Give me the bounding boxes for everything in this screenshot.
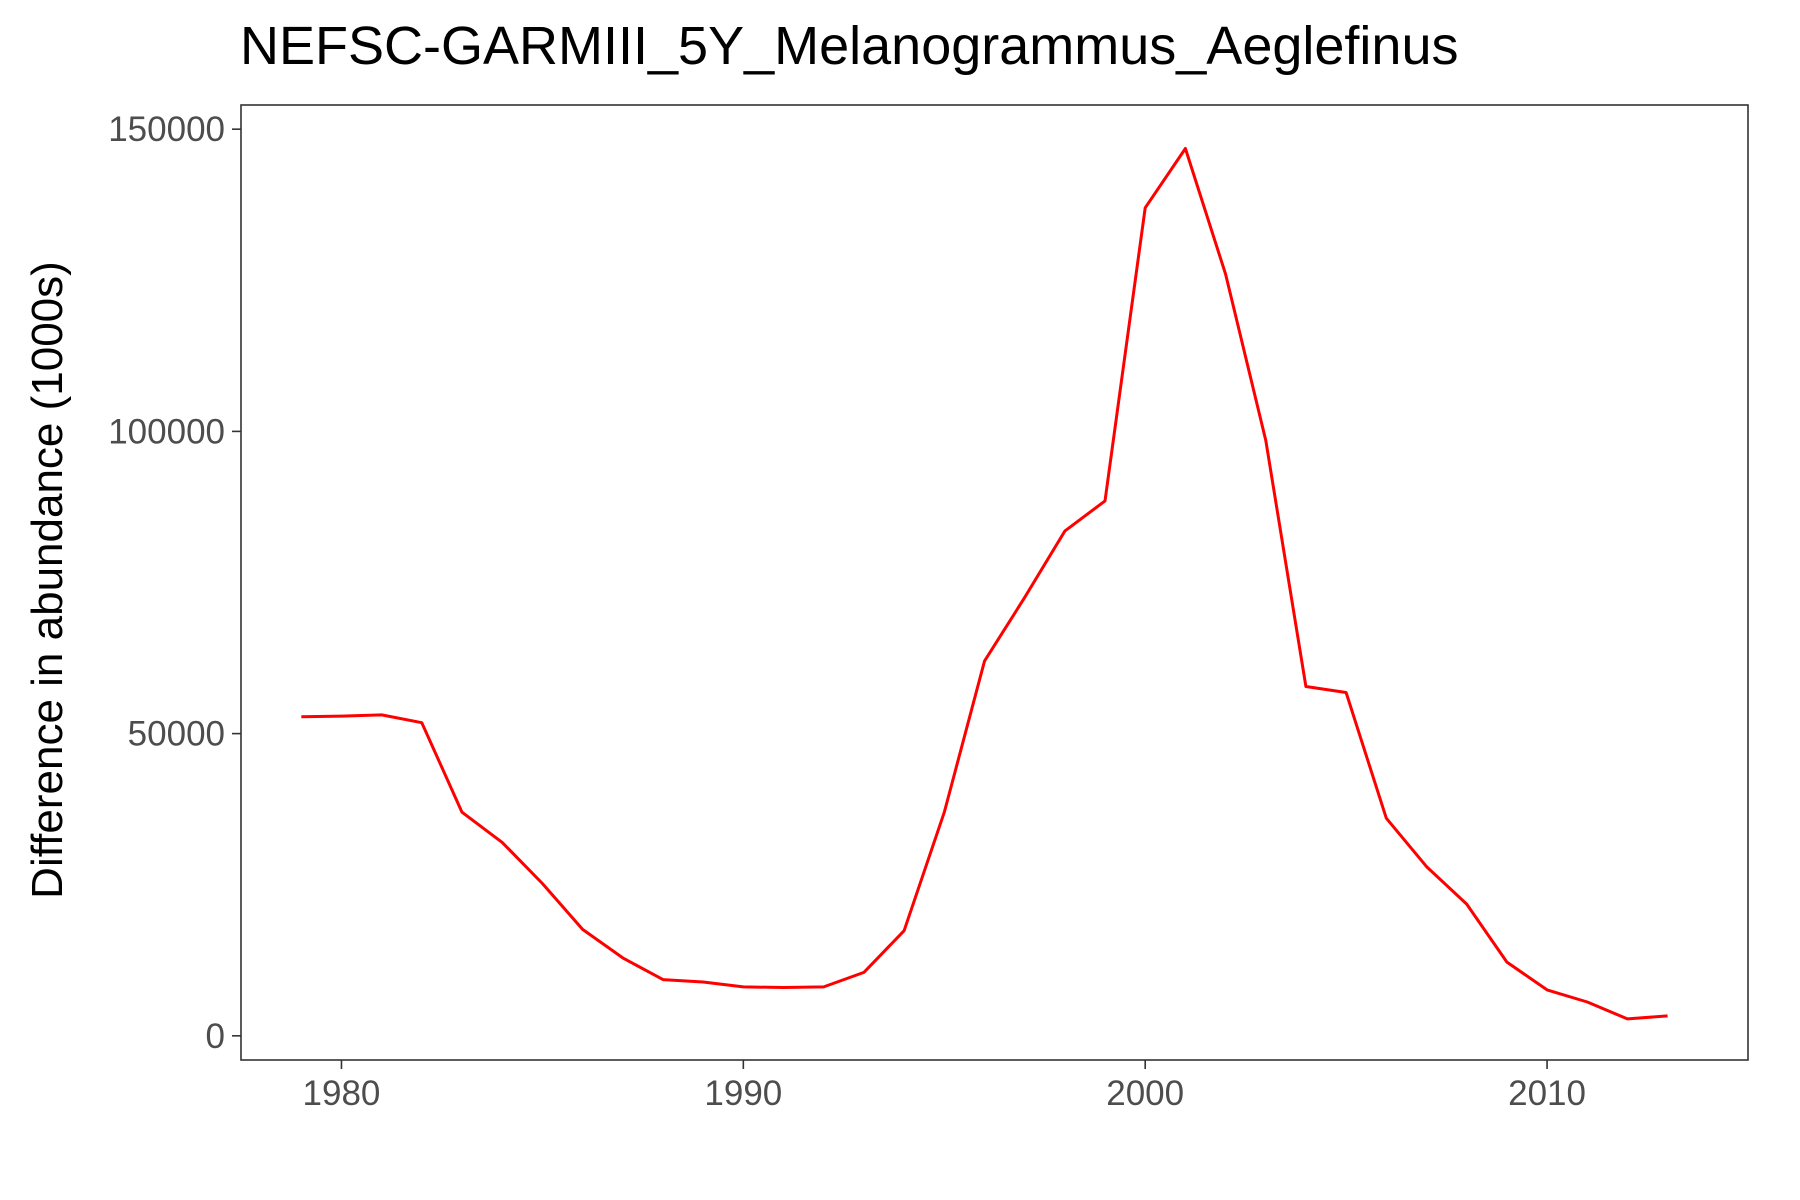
y-axis: 0 50000 100000 150000 [108, 110, 241, 1056]
chart-title: NEFSC-GARMIII_5Y_Melanogrammus_Aeglefinu… [240, 16, 1458, 76]
x-tick-label: 1980 [303, 1074, 381, 1113]
y-tick-label: 100000 [108, 412, 225, 451]
y-tick-label: 150000 [108, 110, 225, 149]
plot-lines [301, 147, 1668, 1021]
x-axis: 1980 1990 2000 2010 [303, 1060, 1586, 1113]
x-tick-label: 2000 [1106, 1074, 1184, 1113]
x-tick-label: 1990 [704, 1074, 782, 1113]
y-tick-label: 50000 [128, 715, 225, 754]
series-line [301, 147, 1668, 1021]
x-tick-label: 2010 [1508, 1074, 1586, 1113]
y-tick-label: 0 [206, 1017, 225, 1056]
y-axis-title: Difference in abundance (1000s) [23, 261, 72, 899]
plot-panel-border [240, 104, 1749, 1061]
